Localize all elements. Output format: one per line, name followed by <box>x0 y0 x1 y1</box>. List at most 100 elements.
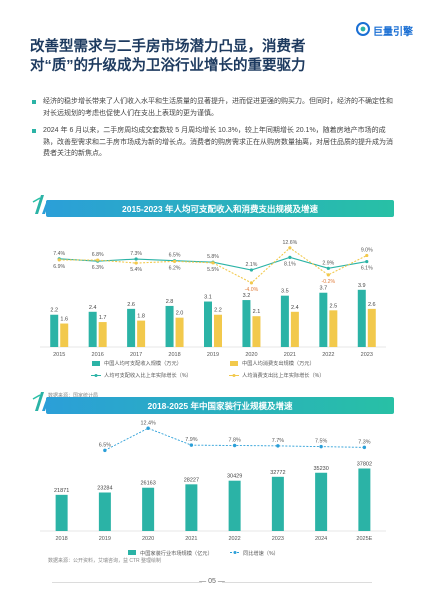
consumption-growth-label: 5.5% <box>207 267 219 273</box>
growth-label: 12.4% <box>140 420 155 426</box>
consumption-growth-point <box>288 246 292 250</box>
consumption-growth-point <box>134 261 138 265</box>
legend-swatch <box>128 550 136 555</box>
bar-consumption-label: 1.8 <box>137 314 145 320</box>
growth-point <box>103 448 107 453</box>
bar-market-size-label: 37802 <box>357 462 372 468</box>
bar-income-label: 3.5 <box>281 289 289 295</box>
bar-consumption <box>290 311 299 347</box>
bar-market-size <box>98 492 111 531</box>
income-growth-point <box>134 257 138 261</box>
brand-logo: 巨量引擎 <box>356 22 418 38</box>
growth-label: 7.9% <box>185 437 197 443</box>
consumption-growth-label: 5.4% <box>130 267 142 273</box>
page-title-line-2: 对“质”的升级成为卫浴行业增长的重要驱力 <box>30 58 306 74</box>
page-title: 改善型需求与二手房市场潜力凸显，消费者 对“质”的升级成为卫浴行业增长的重要驱力 <box>30 38 360 76</box>
bar-consumption-label: 2.6 <box>368 302 376 308</box>
consumption-growth-point <box>172 259 177 263</box>
x-tick-label: 2018 <box>56 536 68 542</box>
bar-income <box>127 308 136 347</box>
bar-consumption <box>252 316 261 347</box>
income-growth-label: 6.3% <box>92 265 104 271</box>
growth-label: 7.7% <box>272 438 284 444</box>
income-growth-point <box>249 268 254 272</box>
footer-divider <box>222 582 372 583</box>
consumption-growth-point <box>96 258 100 262</box>
bar-income-label: 3.9 <box>358 283 366 289</box>
growth-label: 7.5% <box>315 439 327 445</box>
bar-income-label: 2.2 <box>50 308 58 314</box>
page-number-value: 05 <box>208 578 216 585</box>
chart-title-band <box>46 397 394 414</box>
consumption-growth-label: -0.2% <box>322 279 336 285</box>
income-growth-label: 8.1% <box>284 261 296 267</box>
bar-income-label: 3.7 <box>320 286 328 292</box>
bar-consumption-label: 2.4 <box>291 305 299 311</box>
x-tick-label: 2020 <box>142 536 154 542</box>
consumption-growth-label: 6.9% <box>53 264 65 270</box>
bullet-square-icon <box>32 99 36 104</box>
x-tick-label: 2020 <box>245 352 257 358</box>
income-chart-header: 2015-2023 年人均可支配收入和消费支出规模及增速 <box>30 195 394 217</box>
bar-market-size <box>358 468 371 531</box>
legend-label: 中国人均可支配收入规模（万元） <box>104 359 182 367</box>
bar-income-label: 2.6 <box>127 302 135 308</box>
chart-title-band <box>46 200 394 217</box>
growth-point <box>362 445 367 450</box>
bar-market-size <box>55 494 68 531</box>
growth-label: 7.8% <box>228 438 240 444</box>
bar-income <box>357 289 366 347</box>
consumption-growth-label: 12.6% <box>283 240 298 246</box>
x-tick-label: 2019 <box>207 352 219 358</box>
bar-consumption-label: 2.1 <box>253 309 261 315</box>
bar-consumption-label: 2.5 <box>330 303 338 309</box>
legend-swatch <box>92 361 100 366</box>
x-tick-label: 2023 <box>272 536 284 542</box>
bar-consumption <box>367 308 376 347</box>
income-growth-point <box>365 259 369 264</box>
page-number: — 05 — <box>0 578 424 585</box>
legend-label: 中国人均消费支出规模（万元） <box>242 359 315 367</box>
bar-market-size-label: 30429 <box>227 474 242 480</box>
bullet-item: 2024 年 6 月以来，二手房周均成交套数较 5 月周均增长 10.3%，较上… <box>30 125 394 160</box>
consumption-growth-point <box>326 273 330 277</box>
bar-market-size-label: 23284 <box>97 486 112 492</box>
bar-market-size <box>228 480 241 531</box>
consumption-growth-point <box>57 258 61 262</box>
bar-income <box>88 311 97 347</box>
x-tick-label: 2022 <box>322 352 334 358</box>
growth-point <box>276 444 280 448</box>
decor-chart-header: 2018-2025 年中国家装行业规模及增速 <box>30 392 394 414</box>
bar-income <box>319 292 328 347</box>
income-chart-block: 2015-2023 年人均可支配收入和消费支出规模及增速 2.2 1.6 2015 2… <box>30 195 394 389</box>
bar-consumption <box>60 323 69 347</box>
income-growth-point <box>288 255 292 259</box>
income-growth-label: 5.8% <box>207 254 219 260</box>
consumption-growth-line <box>59 247 368 284</box>
x-tick-label: 2021 <box>284 352 296 358</box>
x-tick-label: 2015 <box>53 352 65 358</box>
income-growth-label: 7.3% <box>130 251 142 257</box>
x-tick-label: 2016 <box>92 352 104 358</box>
decor-chart: 21871 2018 23284 2019 26163 2020 28227 2021 3042… <box>40 420 386 557</box>
bar-market-size <box>315 472 328 531</box>
bar-income-label: 2.4 <box>89 305 97 311</box>
bar-income <box>204 301 212 347</box>
income-chart-title: 2015-2023 年人均可支配收入和消费支出规模及增速 <box>121 204 318 214</box>
x-tick-label: 2024 <box>315 536 327 542</box>
consumption-growth-label: 6.2% <box>169 265 181 271</box>
bar-consumption <box>175 317 184 347</box>
bullet-square-icon <box>32 128 36 133</box>
bar-income <box>280 295 289 347</box>
consumption-growth-label: -4.0% <box>245 287 259 293</box>
legend-label: 同比增速（%） <box>243 549 279 557</box>
legend-swatch <box>230 361 238 366</box>
bar-income-label: 3.1 <box>204 295 212 301</box>
bar-consumption <box>98 322 107 347</box>
x-tick-label: 2021 <box>185 536 197 542</box>
bar-market-size <box>142 487 155 531</box>
consumption-growth-point <box>249 281 254 285</box>
bar-consumption-label: 1.6 <box>60 317 68 323</box>
bar-market-size-label: 35230 <box>313 466 328 472</box>
legend-label: 中国家装行业市场规模（亿元） <box>140 549 213 557</box>
